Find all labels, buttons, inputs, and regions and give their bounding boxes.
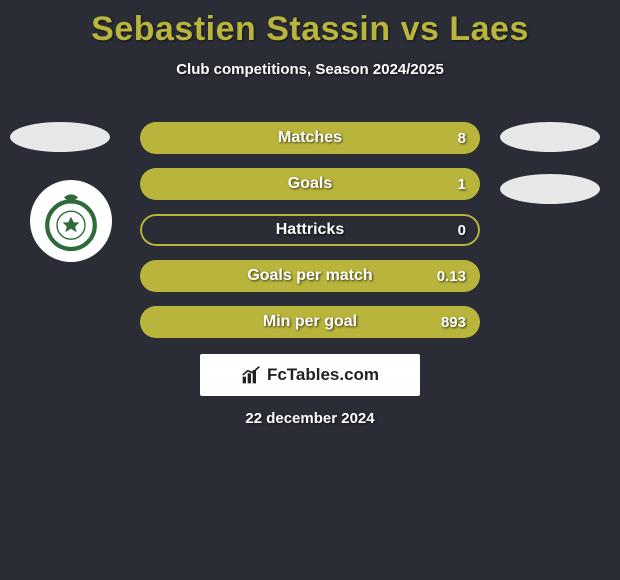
bar-value-right: 8: [458, 122, 466, 154]
bar-label: Goals per match: [140, 260, 480, 292]
stat-row: Matches8: [140, 122, 480, 154]
bar-value-right: 0.13: [437, 260, 466, 292]
page-title: Sebastien Stassin vs Laes: [0, 0, 620, 49]
bar-value-right: 893: [441, 306, 466, 338]
stat-row: Goals per match0.13: [140, 260, 480, 292]
stat-row: Hattricks0: [140, 214, 480, 246]
player-photo-right-2: [500, 174, 600, 204]
snapshot-date: 22 december 2024: [0, 410, 620, 427]
branding-text: FcTables.com: [267, 365, 379, 385]
bar-label: Hattricks: [140, 214, 480, 246]
player-photo-left: [10, 122, 110, 152]
player-photo-right-1: [500, 122, 600, 152]
bar-value-right: 1: [458, 168, 466, 200]
bar-label: Matches: [140, 122, 480, 154]
bar-label: Goals: [140, 168, 480, 200]
club-logo-left: [30, 180, 112, 262]
bar-label: Min per goal: [140, 306, 480, 338]
stat-row: Goals1: [140, 168, 480, 200]
branding-badge: FcTables.com: [200, 354, 420, 396]
page-subtitle: Club competitions, Season 2024/2025: [0, 61, 620, 78]
stat-row: Min per goal893: [140, 306, 480, 338]
bar-chart-icon: [241, 365, 261, 385]
bar-value-right: 0: [458, 214, 466, 246]
comparison-bars: Matches8Goals1Hattricks0Goals per match0…: [140, 122, 480, 352]
